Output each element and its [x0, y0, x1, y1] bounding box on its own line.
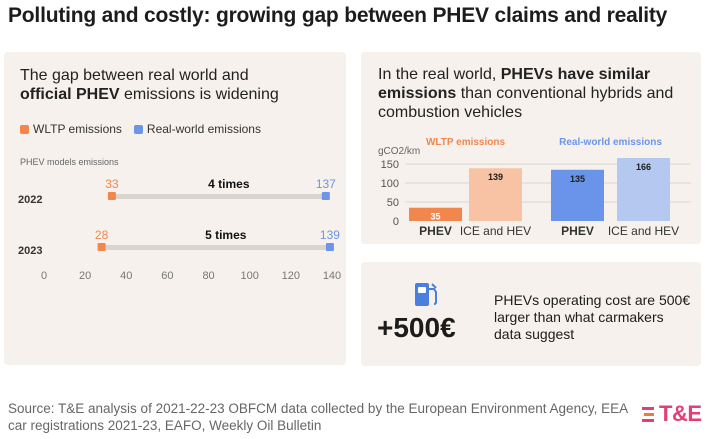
y-tick-label: 150: [381, 159, 399, 171]
x-tick-label: 20: [79, 270, 91, 282]
real-world-value-label: 139: [320, 228, 340, 242]
bar-category-label: PHEV: [419, 224, 452, 238]
x-tick-label: 80: [202, 270, 214, 282]
real-world-point: [321, 192, 330, 200]
chart-subtitle: PHEV models emissions: [20, 157, 119, 167]
wltp-value-label: 28: [95, 228, 109, 242]
te-logo: T&E: [642, 401, 702, 427]
cost-description: PHEVs operating cost are 500€ larger tha…: [494, 292, 691, 342]
bar-category-label: ICE and HEV: [608, 224, 679, 238]
x-tick-label: 120: [282, 270, 300, 282]
x-tick-label: 60: [161, 270, 173, 282]
gap-bar: [101, 245, 330, 250]
wltp-point: [97, 243, 106, 251]
x-tick-label: 40: [120, 270, 132, 282]
left-title-bold: official PHEV: [20, 86, 120, 103]
wltp-value-label: 33: [105, 177, 119, 191]
group-label: WLTP emissions: [426, 137, 506, 148]
gap-bar: [111, 194, 326, 199]
real-world-point: [325, 243, 334, 251]
bar-category-label: PHEV: [561, 224, 594, 238]
group-label: Real-world emissions: [559, 137, 662, 148]
legend-swatch-real: [133, 124, 143, 134]
legend-label-wltp: WLTP emissions: [33, 122, 122, 136]
legend-item-real: Real-world emissions: [133, 122, 261, 136]
year-label: 2022: [18, 194, 42, 206]
right-panel-title: In the real world, PHEVs have similar em…: [378, 65, 698, 122]
bar-value-label: 35: [430, 212, 440, 222]
bar: [409, 207, 462, 221]
phev-gap-panel: The gap between real world and official …: [4, 52, 346, 365]
legend-swatch-wltp: [20, 124, 29, 134]
source-note: Source: T&E analysis of 2021-22-23 OBFCM…: [8, 401, 628, 433]
dumbbell-chart: 0204060801001201402021381343.5 times2022…: [18, 177, 341, 282]
left-panel-title: The gap between real world and official …: [20, 66, 340, 104]
y-tick-label: 100: [381, 178, 399, 190]
ratio-annotation: 4 times: [208, 177, 250, 191]
bar-value-label: 139: [488, 172, 503, 182]
ratio-annotation: 5 times: [205, 228, 247, 242]
bar-value-label: 135: [570, 174, 585, 184]
right-title-rest: than conventional hybrids and combustion…: [378, 85, 674, 121]
bar: [551, 169, 604, 221]
y-axis-unit: gCO2/km: [378, 146, 420, 157]
fuel-pump-icon: [415, 283, 437, 306]
bar-value-label: 166: [636, 162, 651, 172]
bar: [469, 168, 522, 221]
left-title-line1: The gap between real world and: [20, 67, 249, 84]
y-tick-label: 0: [393, 216, 399, 228]
y-tick-label: 50: [387, 197, 399, 209]
page-headline: Polluting and costly: growing gap betwee…: [8, 4, 668, 27]
legend-item-wltp: WLTP emissions: [20, 122, 122, 136]
legend-label-real: Real-world emissions: [146, 122, 261, 136]
bar-category-label: ICE and HEV: [460, 224, 531, 238]
wltp-point: [107, 192, 116, 200]
x-tick-label: 100: [241, 270, 259, 282]
left-title-rest: emissions is widening: [119, 86, 279, 103]
right-title-pre: In the real world,: [378, 66, 501, 83]
logo-text: T&E: [659, 401, 702, 426]
x-tick-label: 140: [323, 270, 341, 282]
real-world-value-label: 137: [316, 177, 336, 191]
cost-amount: +500€: [377, 312, 456, 343]
emissions-bar-chart: gCO2/km 0 50 100 150 WLTP emissions 35 PHEV 139 I…: [378, 137, 691, 238]
similar-emissions-panel: In the real world, PHEVs have similar em…: [361, 52, 701, 244]
chart-legend: WLTP emissions Real-world emissions: [20, 122, 273, 136]
operating-cost-panel: +500€ PHEVs operating cost are 500€ larg…: [361, 262, 701, 366]
x-tick-label: 0: [41, 270, 47, 282]
logo-stripes-icon: [642, 407, 654, 422]
year-label: 2023: [18, 245, 42, 257]
bar: [617, 158, 670, 221]
right-title-bold: PHEVs have similar emissions: [378, 66, 651, 102]
